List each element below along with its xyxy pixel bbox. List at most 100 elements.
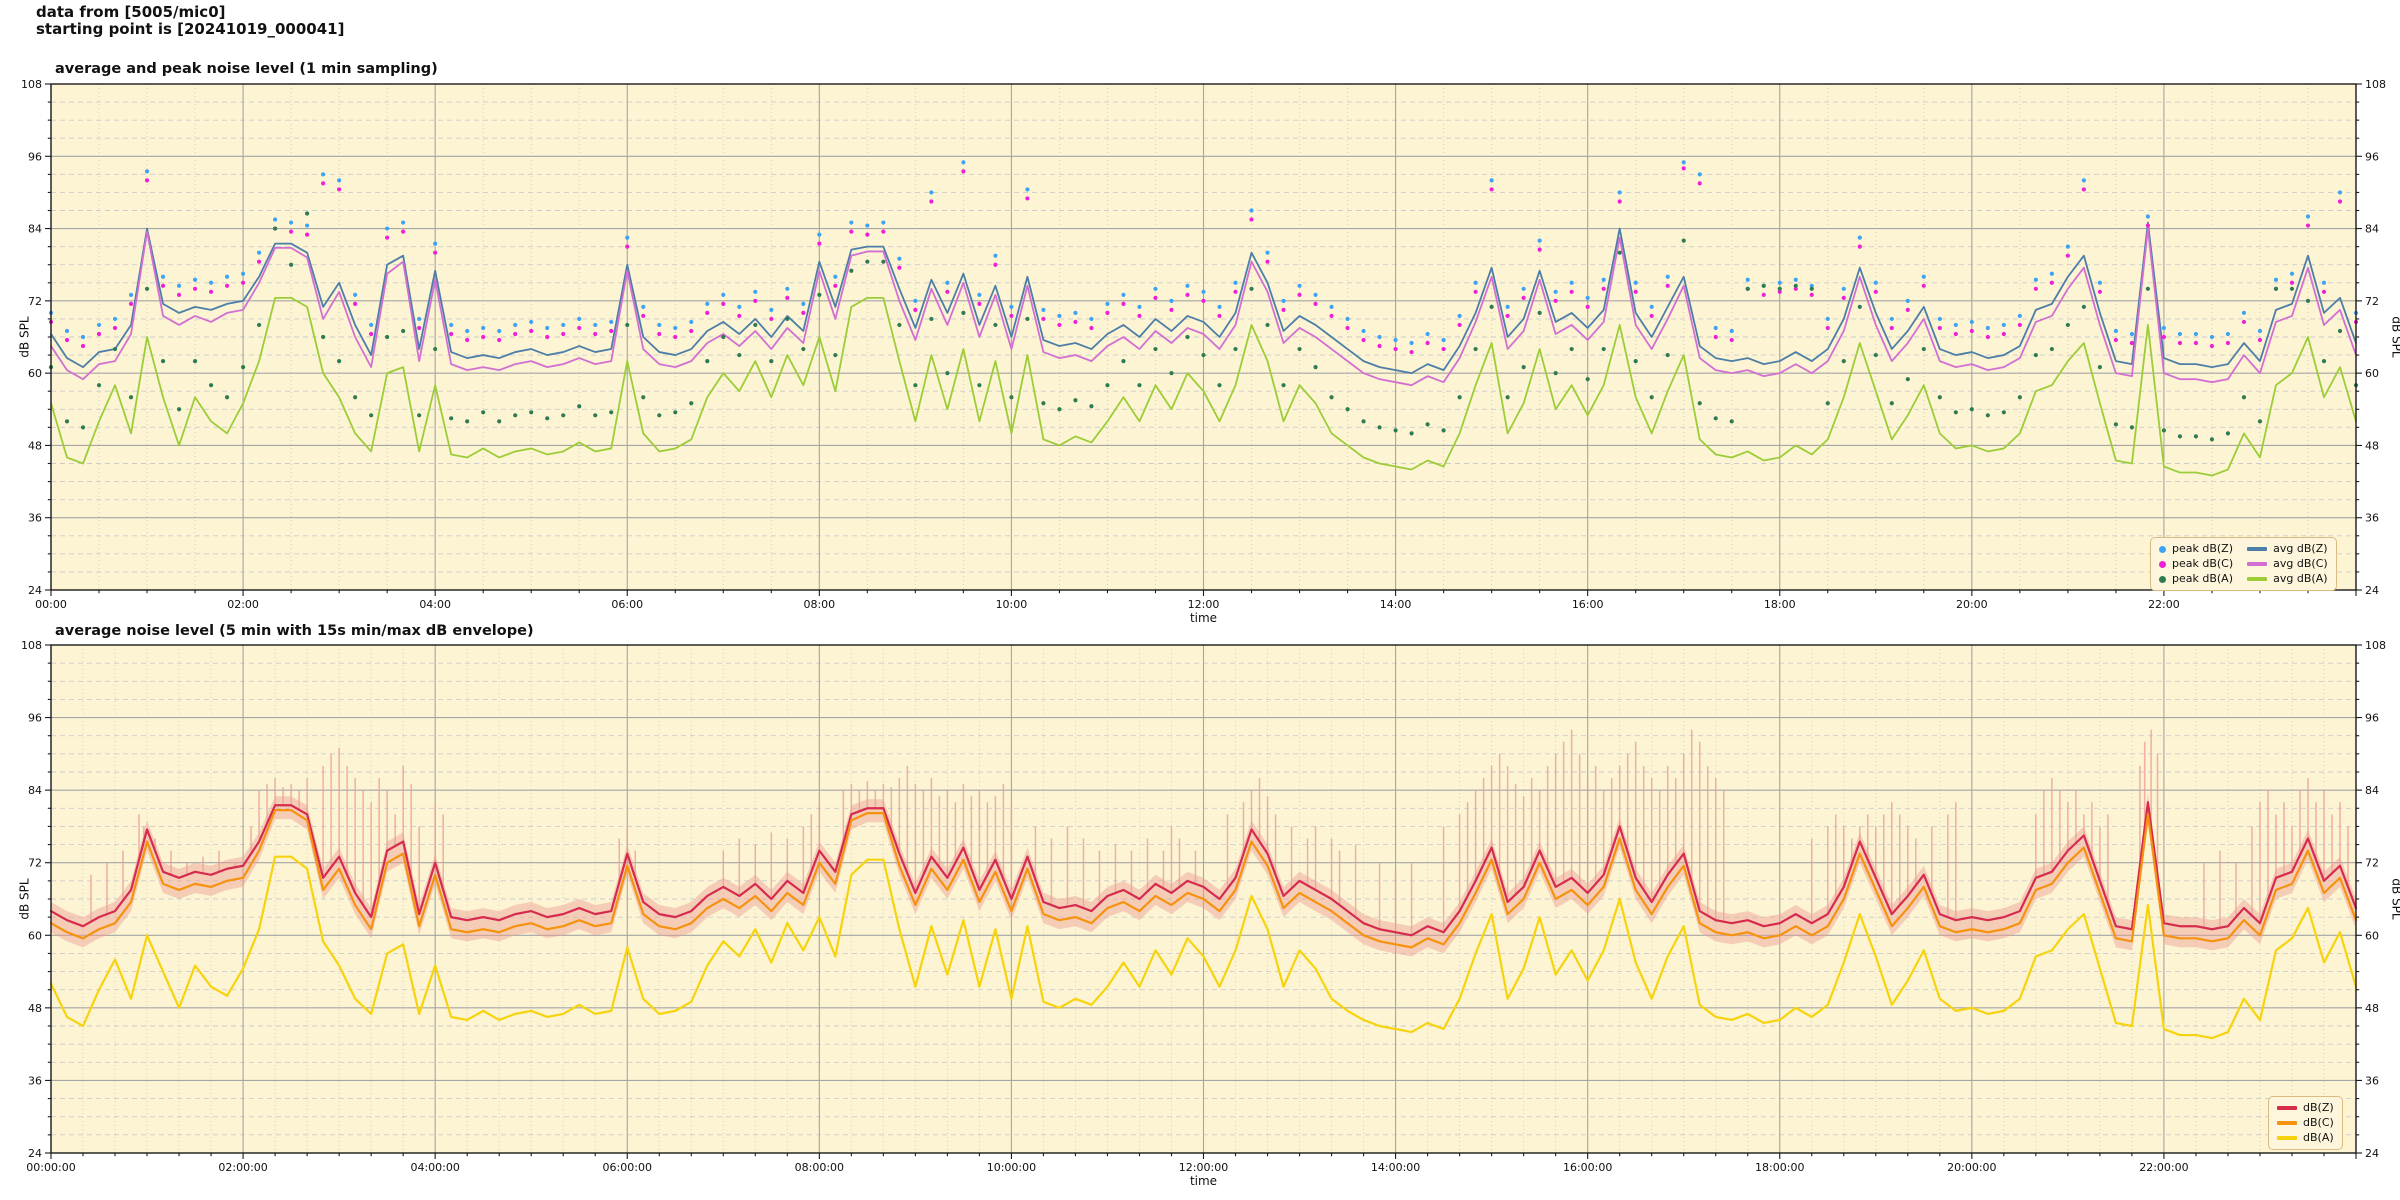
peak-dbc-marker <box>2159 560 2166 568</box>
y-tick-label-right: 48 <box>2365 439 2379 452</box>
x-tick-label: 18:00 <box>1764 598 1796 611</box>
legend-item-peak-dbc: peak dB(C) <box>2159 557 2233 571</box>
chart2-xaxis-label: time <box>1189 1174 1218 1188</box>
x-tick-label: 20:00 <box>1956 598 1988 611</box>
x-tick-label: 04:00:00 <box>410 1161 459 1174</box>
legend-label: dB(C) <box>2303 1116 2334 1129</box>
y-tick-label-right: 96 <box>2365 712 2379 725</box>
legend-label: avg dB(C) <box>2273 557 2328 570</box>
y-tick-label-right: 96 <box>2365 150 2379 163</box>
y-tick-label-right: 108 <box>2365 639 2386 652</box>
db-c-line <box>49 808 2358 949</box>
y-tick-label-left: 24 <box>28 1147 42 1160</box>
dbz-marker <box>2277 1106 2297 1110</box>
chart2-yaxis-label-left: dB SPL <box>17 878 32 920</box>
x-tick-label: 16:00:00 <box>1563 1161 1612 1174</box>
y-tick-label-right: 48 <box>2365 1002 2379 1015</box>
avg-db-z-line <box>50 221 2357 375</box>
y-tick-label-right: 36 <box>2365 512 2379 525</box>
x-tick-label: 14:00 <box>1380 598 1412 611</box>
y-tick-label-right: 60 <box>2365 367 2379 380</box>
x-tick-label: 12:00 <box>1188 598 1220 611</box>
legend-item-dba: dB(A) <box>2277 1131 2334 1145</box>
x-tick-label: 06:00 <box>611 598 643 611</box>
legend-item-avg-dba: avg dB(A) <box>2247 572 2328 586</box>
y-tick-label-right: 84 <box>2365 223 2379 236</box>
chart2-legend: dB(Z) dB(C) dB(A) <box>2268 1096 2343 1150</box>
peak-db-z-points <box>48 160 2359 346</box>
y-tick-label-right: 72 <box>2365 857 2379 870</box>
x-tick-label: 14:00:00 <box>1371 1161 1420 1174</box>
y-tick-label-right: 24 <box>2365 1147 2379 1160</box>
y-tick-label-right: 72 <box>2365 295 2379 308</box>
y-tick-label-left: 96 <box>28 712 42 725</box>
legend-item-peak-dbz: peak dB(Z) <box>2159 542 2233 556</box>
x-tick-label: 20:00:00 <box>1947 1161 1996 1174</box>
y-tick-label-left: 36 <box>28 512 42 525</box>
chart1-plot: 00:00 02:00 04:00 06:00 08:00 10:00 12:00 14:00… <box>21 78 2386 611</box>
chart1-yaxis-label-left: dB SPL <box>17 316 32 358</box>
y-tick-label-left: 36 <box>28 1074 42 1087</box>
avg-db-c-line <box>50 227 2357 387</box>
y-tick-label-left: 84 <box>28 223 42 236</box>
legend-label: avg dB(Z) <box>2273 542 2328 555</box>
x-tick-label: 22:00 <box>2148 598 2180 611</box>
peak-db-a-points <box>48 211 2359 442</box>
x-tick-label: 02:00 <box>227 598 259 611</box>
x-tick-label: 22:00:00 <box>2139 1161 2188 1174</box>
x-tick-label: 16:00 <box>1572 598 1604 611</box>
x-tick-label: 08:00 <box>803 598 835 611</box>
chart1-legend: peak dB(Z) peak dB(C) peak dB(A) avg dB(… <box>2150 537 2337 591</box>
y-tick-label-left: 24 <box>28 584 42 597</box>
avg-dbz-marker <box>2247 547 2268 551</box>
x-tick-label: 02:00:00 <box>218 1161 267 1174</box>
chart2-title: average noise level (5 min with 15s min/… <box>55 623 534 639</box>
y-tick-label-right: 84 <box>2365 784 2379 797</box>
y-tick-label-right: 36 <box>2365 1074 2379 1087</box>
y-tick-label-right: 24 <box>2365 584 2379 597</box>
chart2-plot: 00:00:00 02:00:00 04:00:00 06:00:00 08:00:00… <box>21 639 2386 1174</box>
legend-item-dbz: dB(Z) <box>2277 1101 2334 1115</box>
y-tick-label-right: 60 <box>2365 929 2379 942</box>
x-tick-label: 10:00 <box>996 598 1028 611</box>
legend-item-dbc: dB(C) <box>2277 1116 2334 1130</box>
avg-dbc-marker <box>2247 562 2268 566</box>
chart1-yaxis-label-right: dB SPL <box>2389 316 2400 358</box>
y-tick-label-left: 60 <box>28 367 42 380</box>
header-line-2: starting point is [20241019_000041] <box>36 20 345 38</box>
x-tick-label: 06:00:00 <box>603 1161 652 1174</box>
dbc-marker <box>2277 1121 2297 1125</box>
peak-dba-marker <box>2159 575 2166 583</box>
x-tick-label: 00:00 <box>35 598 67 611</box>
x-tick-label: 08:00:00 <box>795 1161 844 1174</box>
legend-item-avg-dbc: avg dB(C) <box>2247 557 2328 571</box>
y-tick-label-left: 60 <box>28 929 42 942</box>
y-tick-label-left: 108 <box>21 639 42 652</box>
avg-db-a-line <box>50 296 2357 477</box>
legend-label: dB(Z) <box>2303 1101 2334 1114</box>
legend-item-peak-dba: peak dB(A) <box>2159 572 2233 586</box>
legend-label: dB(A) <box>2303 1131 2334 1144</box>
y-tick-label-left: 48 <box>28 1002 42 1015</box>
db-z-line <box>49 801 2358 937</box>
x-tick-label: 18:00:00 <box>1755 1161 1804 1174</box>
y-tick-label-left: 108 <box>21 78 42 91</box>
y-tick-label-left: 84 <box>28 784 42 797</box>
peak-db-c-points <box>48 166 2359 355</box>
x-tick-label: 04:00 <box>419 598 451 611</box>
chart1-xaxis-label: time <box>1189 611 1218 625</box>
header-line-1: data from [5005/mic0] <box>36 3 226 21</box>
y-tick-label-left: 96 <box>28 150 42 163</box>
y-tick-label-right: 108 <box>2365 78 2386 91</box>
legend-label: peak dB(C) <box>2172 557 2234 570</box>
x-tick-label: 00:00:00 <box>26 1161 75 1174</box>
y-tick-label-left: 72 <box>28 295 42 308</box>
legend-label: peak dB(Z) <box>2172 542 2234 555</box>
chart1-title: average and peak noise level (1 min samp… <box>55 61 438 77</box>
y-tick-label-left: 72 <box>28 857 42 870</box>
db-a-line <box>49 855 2358 1040</box>
legend-label: avg dB(A) <box>2273 572 2328 585</box>
legend-item-avg-dbz: avg dB(Z) <box>2247 542 2328 556</box>
